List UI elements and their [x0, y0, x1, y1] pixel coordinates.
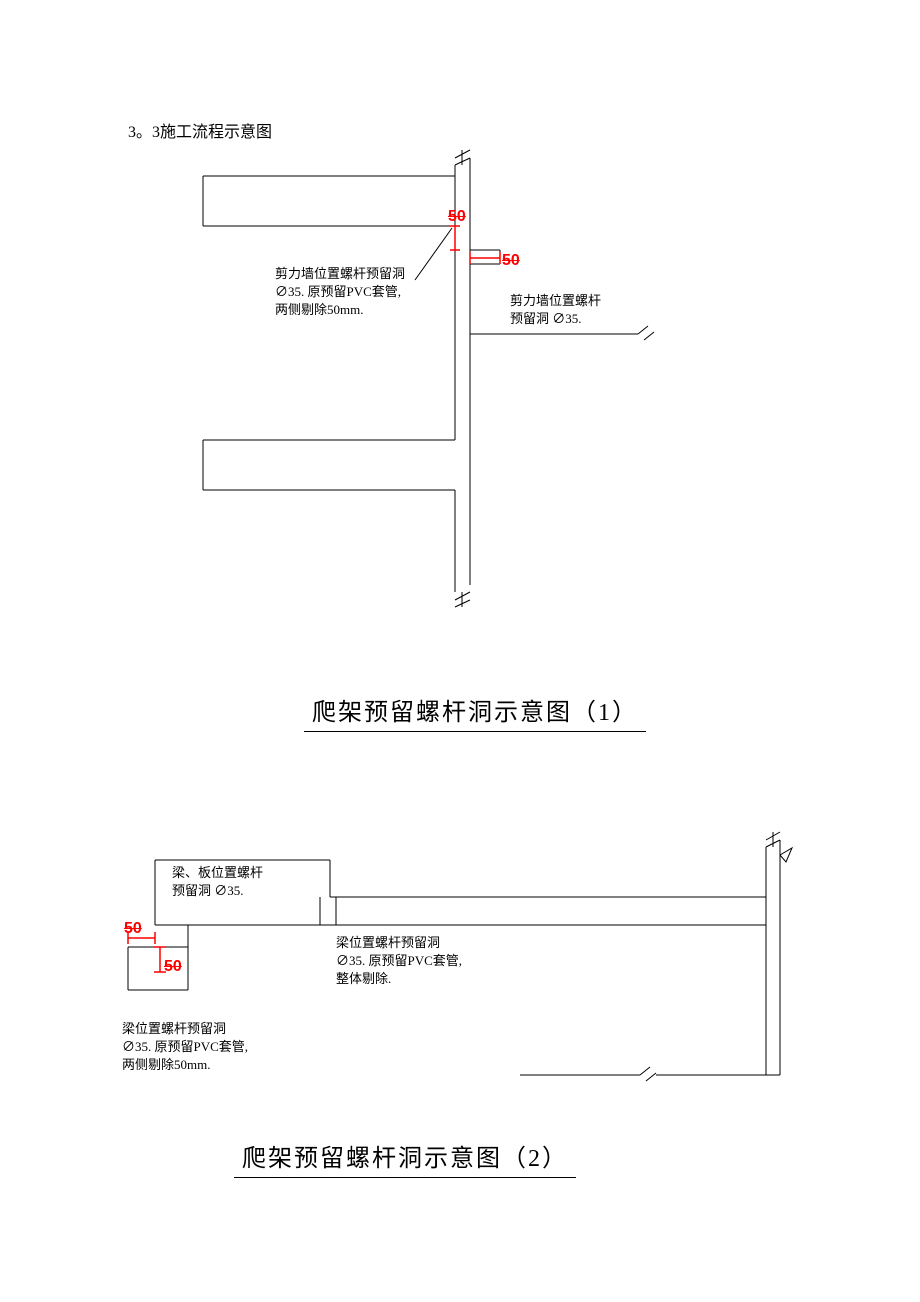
diagram2-annot-top-left: 梁、板位置螺杆 预留洞 ∅35.	[172, 864, 263, 900]
page-container: 3。3施工流程示意图	[0, 0, 920, 1302]
diagram2-dim-left: 50	[124, 920, 142, 938]
diagram2-caption: 爬架预留螺杆洞示意图（2）	[234, 1138, 576, 1178]
diagram2-dim-below: 50	[164, 958, 182, 976]
diagram2-annot-mid: 梁位置螺杆预留洞 ∅35. 原预留PVC套管, 整体剔除.	[336, 934, 462, 989]
diagram2-annot-bottom-left: 梁位置螺杆预留洞 ∅35. 原预留PVC套管, 两侧剔除50mm.	[122, 1020, 248, 1075]
